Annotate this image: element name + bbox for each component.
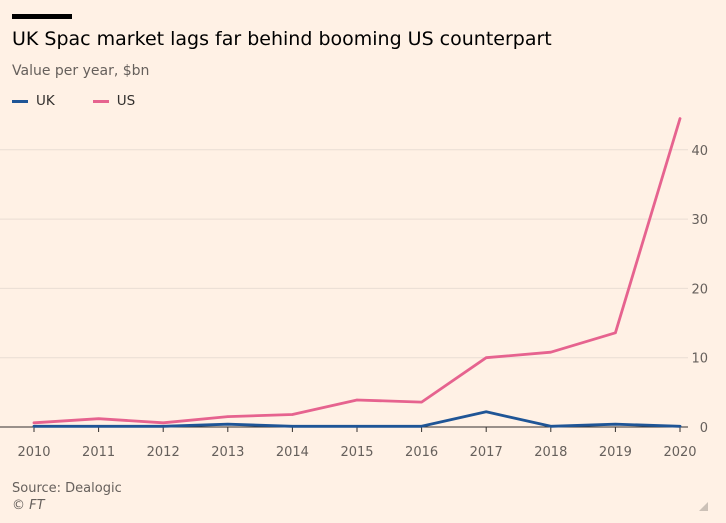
x-tick-label-2016: 2016 [405, 445, 438, 460]
y-tick-label-20: 20 [691, 282, 708, 297]
data-point-us-2013 [226, 415, 229, 418]
data-point-us-2011 [97, 417, 100, 420]
data-point-uk-2012 [162, 425, 165, 428]
x-tick-label-2013: 2013 [211, 445, 244, 460]
legend-swatch-uk [12, 99, 28, 103]
x-tick-label-2017: 2017 [470, 445, 503, 460]
data-point-uk-2018 [549, 425, 552, 428]
x-tick-label-2010: 2010 [17, 445, 50, 460]
data-point-us-2014 [291, 413, 294, 416]
legend-label-us: US [116, 93, 136, 109]
x-tick-label-2014: 2014 [276, 445, 309, 460]
x-tick-label-2011: 2011 [82, 445, 115, 460]
data-point-uk-2016 [420, 425, 423, 428]
data-point-us-2010 [32, 421, 36, 425]
data-point-us-2019 [614, 331, 617, 334]
x-tick-label-2012: 2012 [147, 445, 180, 460]
data-point-uk-2019 [614, 423, 617, 426]
x-tick-label-2020: 2020 [663, 445, 696, 460]
y-tick-label-0: 0 [700, 421, 708, 436]
chart-title: UK Spac market lags far behind booming U… [12, 28, 552, 50]
resize-handle-icon[interactable] [699, 502, 708, 511]
x-tick-label-2018: 2018 [534, 445, 567, 460]
chart-subtitle: Value per year, $bn [12, 63, 150, 79]
data-point-us-2017 [485, 356, 488, 359]
data-point-uk-2020 [678, 425, 682, 428]
y-tick-label-10: 10 [691, 352, 708, 367]
data-point-us-2018 [549, 350, 552, 354]
legend-label-uk: UK [36, 93, 55, 109]
data-point-uk-2011 [97, 425, 100, 428]
x-tick-label-2019: 2019 [599, 445, 632, 460]
y-tick-label-30: 30 [691, 213, 708, 228]
series-line-uk [32, 410, 682, 428]
data-point-us-2020 [678, 117, 682, 120]
data-point-us-2016 [420, 400, 423, 404]
legend-swatch-us [92, 99, 109, 103]
x-tick-label-2015: 2015 [340, 445, 373, 460]
data-point-us-2015 [355, 398, 359, 402]
data-point-uk-2014 [291, 425, 294, 428]
data-point-uk-2013 [226, 423, 229, 426]
data-point-uk-2015 [355, 425, 359, 428]
y-tick-label-40: 40 [691, 144, 708, 159]
legend-item-uk: UK [12, 93, 55, 109]
chart-legend: UK US [12, 93, 173, 109]
source-note: Source: Dealogic [12, 481, 122, 496]
data-point-uk-2017 [485, 410, 488, 413]
copyright-note: © FT [12, 498, 45, 513]
legend-item-us: US [92, 93, 136, 109]
series-line-us [32, 117, 682, 425]
data-point-uk-2010 [32, 425, 36, 428]
data-point-us-2012 [162, 421, 165, 425]
ft-top-bar [12, 14, 72, 19]
